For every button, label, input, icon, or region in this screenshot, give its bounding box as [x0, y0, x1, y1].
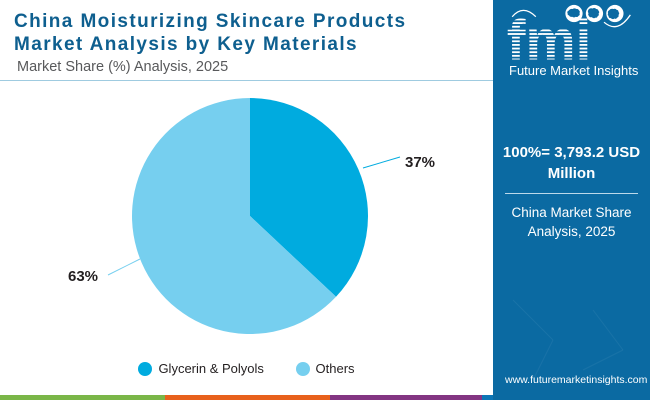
svg-text:fmi: fmi	[507, 8, 591, 64]
